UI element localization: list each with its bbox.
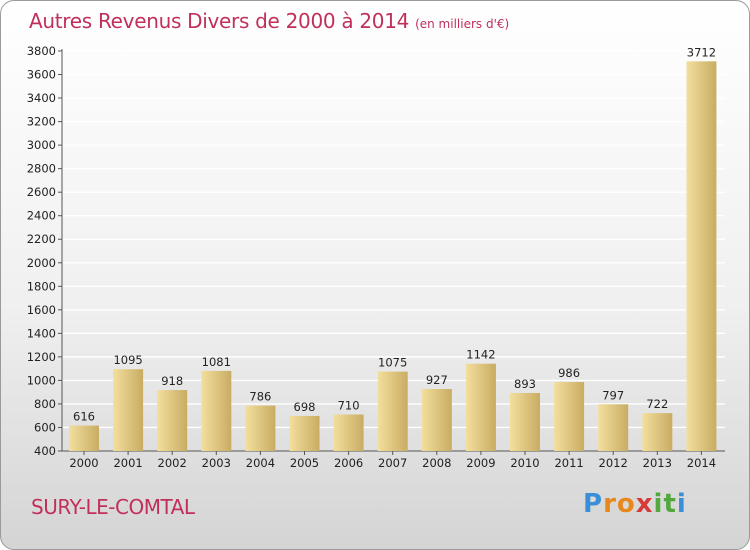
y-tick-labels: 400 600 800 1000 1200 1400 1600 1800 2000 2200 240… — [27, 44, 56, 458]
data-label: 722 — [646, 397, 668, 411]
proxiti-logo[interactable]: Proxiti — [583, 489, 687, 519]
data-label: 3712 — [687, 45, 716, 59]
y-tick-label: 1400 — [27, 326, 56, 340]
bar — [510, 393, 540, 451]
bar — [69, 425, 99, 451]
x-tick-labels: 2000 2001 2002 2003 2004 2005 2006 2007 2008 2009… — [69, 456, 716, 470]
data-label: 616 — [73, 410, 95, 424]
x-tick-label: 2008 — [422, 456, 451, 470]
town-name: SURY-LE-COMTAL — [31, 495, 195, 519]
bars — [69, 61, 717, 452]
x-tick-label: 2000 — [69, 456, 98, 470]
x-tick-label: 2013 — [643, 456, 672, 470]
y-tick-label: 1600 — [27, 303, 56, 317]
bar — [421, 389, 452, 451]
y-tick-label: 400 — [34, 444, 56, 458]
data-label: 1075 — [378, 356, 407, 370]
y-tick-label: 600 — [34, 420, 56, 434]
x-tick-label: 2011 — [554, 456, 583, 470]
data-label: 786 — [249, 390, 271, 404]
logo-letter: i — [653, 489, 664, 519]
bar — [465, 363, 496, 451]
data-labels: 616 1095 918 1081 786 698 710 1075 927 1142 893 986… — [73, 45, 716, 423]
data-label: 1142 — [466, 348, 495, 362]
logo-letter: t — [663, 489, 677, 519]
bar — [642, 413, 673, 451]
data-label: 1081 — [202, 355, 231, 369]
bar — [333, 414, 364, 451]
chart-title-unit: (en milliers d'€) — [415, 17, 510, 31]
data-label: 986 — [558, 366, 580, 380]
grid-lines — [62, 50, 725, 429]
y-tick-label: 3600 — [27, 68, 56, 82]
logo-letter: x — [635, 489, 654, 519]
logo-letter: o — [616, 489, 636, 519]
y-tick-label: 3200 — [27, 115, 56, 129]
bar — [113, 369, 144, 451]
data-label: 698 — [294, 400, 316, 414]
logo-letter: P — [583, 489, 604, 519]
data-label: 893 — [514, 377, 536, 391]
y-tick-label: 2800 — [27, 162, 56, 176]
bar — [245, 405, 276, 451]
x-tick-label: 2001 — [113, 456, 142, 470]
y-tick-label: 2200 — [27, 232, 56, 246]
y-tick-label: 1800 — [27, 279, 56, 293]
y-tick-label: 3400 — [27, 91, 56, 105]
chart-title-main: Autres Revenus Divers de 2000 à 2014 — [29, 9, 410, 33]
bar — [157, 390, 188, 451]
y-tick-label: 1200 — [27, 350, 56, 364]
x-tick-label: 2012 — [599, 456, 628, 470]
data-label: 1095 — [113, 353, 142, 367]
bar — [201, 370, 232, 451]
x-tick-label: 2005 — [290, 456, 319, 470]
data-label: 710 — [338, 399, 360, 413]
bar — [289, 415, 320, 451]
y-tick-label: 2000 — [27, 256, 56, 270]
y-tick-label: 800 — [34, 397, 56, 411]
x-tick-label: 2002 — [158, 456, 187, 470]
data-label: 797 — [602, 388, 624, 402]
bar — [377, 371, 408, 451]
x-tick-label: 2004 — [246, 456, 275, 470]
x-tick-label: 2006 — [334, 456, 363, 470]
logo-letter: r — [603, 489, 617, 519]
y-tick-label: 1000 — [27, 373, 56, 387]
x-tick-label: 2014 — [687, 456, 716, 470]
x-tick-label: 2009 — [466, 456, 495, 470]
y-tick-label: 3800 — [27, 44, 56, 58]
chart-title: Autres Revenus Divers de 2000 à 2014 (en … — [29, 9, 509, 33]
y-tick-label: 2600 — [27, 185, 56, 199]
x-tick-label: 2007 — [378, 456, 407, 470]
y-tick-label: 3000 — [27, 138, 56, 152]
logo-letter: i — [676, 489, 687, 519]
y-tick-label: 2400 — [27, 209, 56, 223]
x-tick-label: 2010 — [510, 456, 539, 470]
data-label: 927 — [426, 373, 448, 387]
bar — [554, 382, 585, 451]
data-label: 918 — [161, 374, 183, 388]
x-tick-label: 2003 — [202, 456, 231, 470]
bar — [598, 404, 629, 451]
bar — [686, 61, 717, 452]
